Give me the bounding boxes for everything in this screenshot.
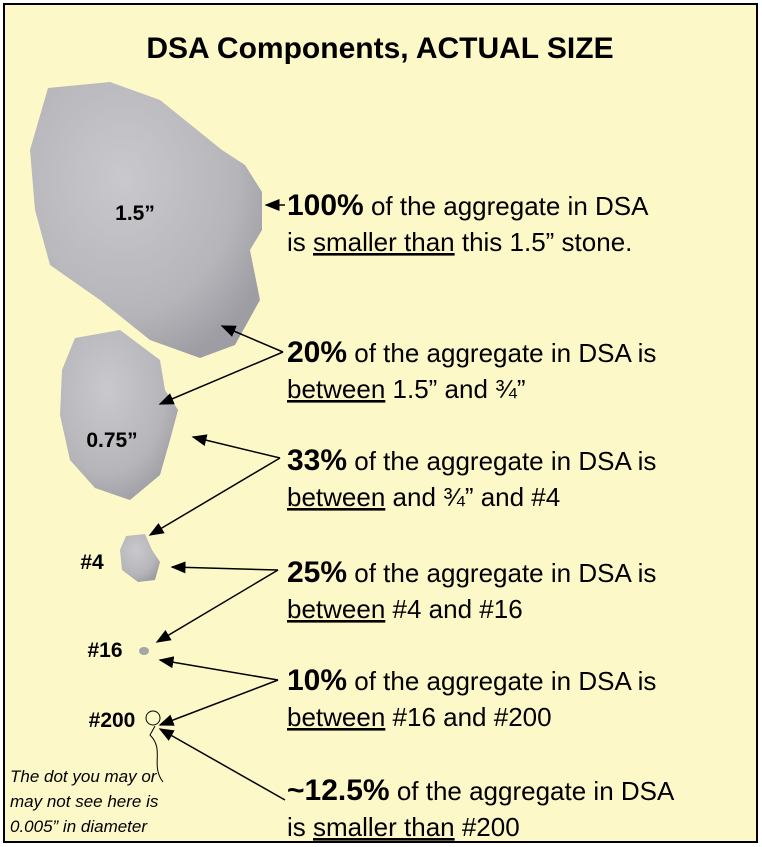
text: of the aggregate in DSA: [390, 776, 675, 806]
text: of the aggregate in DSA is: [347, 558, 656, 588]
text: of the aggregate in DSA is: [347, 338, 656, 368]
note-line: may not see here is: [10, 792, 159, 811]
percent: 10%: [287, 664, 347, 697]
statement-line: 33% of the aggregate in DSA is: [287, 444, 656, 477]
stone-label: 1.5”: [115, 202, 155, 225]
percent: 25%: [287, 556, 347, 589]
statement-line: between #4 and #16: [287, 594, 523, 624]
text: and ¾” and #4: [385, 482, 560, 512]
underlined: between: [287, 594, 385, 624]
note-line: The dot you may or: [10, 767, 158, 786]
statement-line: ~12.5% of the aggregate in DSA: [287, 774, 675, 807]
underlined: between: [287, 702, 385, 732]
statement-line: is smaller than #200: [287, 812, 520, 842]
statement-line: is smaller than this 1.5” stone.: [287, 227, 632, 257]
percent: 100%: [287, 189, 364, 222]
text: of the aggregate in DSA is: [347, 446, 656, 476]
note: The dot you may or may not see here is 0.0…: [10, 767, 159, 836]
underlined: smaller than: [313, 227, 455, 257]
text: #16 and #200: [385, 702, 551, 732]
underlined: smaller than: [313, 812, 455, 842]
percent: ~12.5%: [287, 774, 390, 807]
diagram: DSA Components, ACTUAL SIZE 1.5” 0.75” #…: [0, 0, 762, 847]
title: DSA Components, ACTUAL SIZE: [146, 32, 613, 65]
stone-label: #200: [89, 709, 136, 732]
note-line: 0.005” in diameter: [10, 817, 148, 836]
text: of the aggregate in DSA is: [347, 666, 656, 696]
statement-line: 100% of the aggregate in DSA: [287, 189, 649, 222]
text: is: [287, 227, 313, 257]
statement-line: 20% of the aggregate in DSA is: [287, 336, 656, 369]
text: is: [287, 812, 313, 842]
statement-line: 10% of the aggregate in DSA is: [287, 664, 656, 697]
stone-label: #4: [80, 551, 104, 574]
stone-label: 0.75”: [86, 429, 137, 452]
statement-line: 25% of the aggregate in DSA is: [287, 556, 656, 589]
statement-line: between 1.5” and ¾”: [287, 374, 526, 404]
percent: 33%: [287, 444, 347, 477]
text: #200: [455, 812, 520, 842]
text: of the aggregate in DSA: [364, 191, 649, 221]
statement-line: between #16 and #200: [287, 702, 552, 732]
underlined: between: [287, 374, 385, 404]
stone: [139, 647, 149, 655]
text: 1.5” and ¾”: [385, 374, 525, 404]
stone-label: #16: [87, 639, 122, 662]
text: #4 and #16: [385, 594, 522, 624]
statement-line: between and ¾” and #4: [287, 482, 560, 512]
underlined: between: [287, 482, 385, 512]
percent: 20%: [287, 336, 347, 369]
text: this 1.5” stone.: [455, 227, 633, 257]
